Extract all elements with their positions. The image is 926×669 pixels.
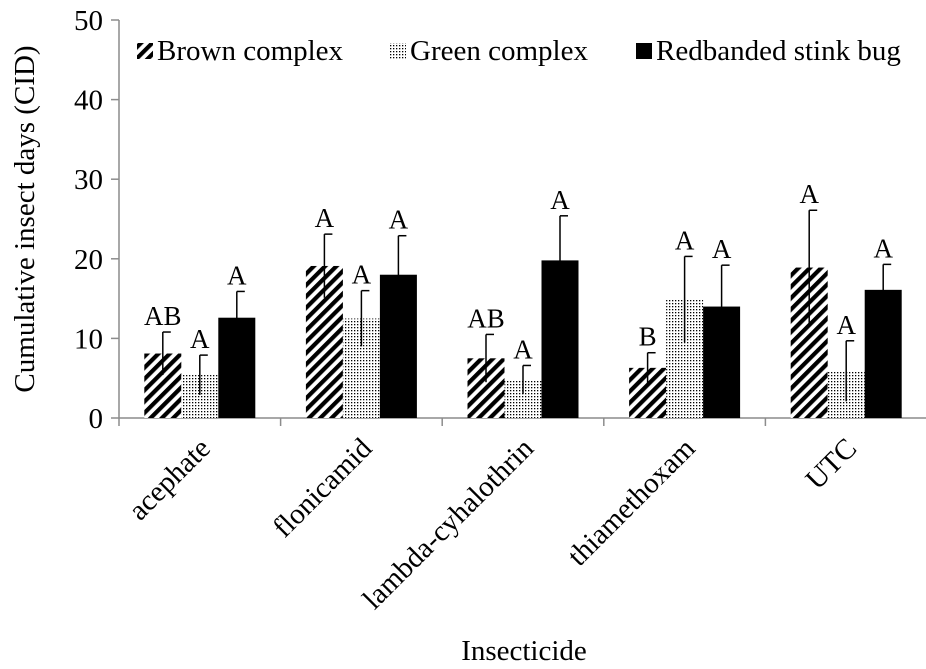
legend-item: Green complex (390, 35, 588, 67)
significance-letter: B (639, 322, 657, 352)
error-bar (646, 351, 656, 383)
significance-letter: A (675, 225, 695, 255)
x-ticks (118, 418, 767, 426)
significance-letter: A (550, 185, 570, 215)
significance-letter: A (315, 203, 335, 233)
error-bar (683, 255, 693, 343)
error-bar (397, 234, 407, 314)
significance-letter: A (513, 334, 533, 364)
legend-item: Redbanded stink bug (636, 35, 901, 67)
y-axis-title: Cumulative insect days (CID) (9, 45, 41, 392)
category-label: acephate (122, 432, 216, 526)
error-bar (882, 263, 892, 316)
significance-letter: A (873, 233, 893, 263)
y-tick-label: 0 (89, 403, 104, 435)
bars (144, 260, 902, 418)
significance-letter: AB (467, 303, 505, 333)
legend-swatch (636, 43, 652, 59)
error-bar (199, 354, 208, 395)
significance-letter: A (799, 179, 819, 209)
error-bar (323, 233, 333, 298)
y-tick-label: 30 (74, 164, 103, 196)
significance-letter: A (712, 234, 732, 264)
error-bar (485, 333, 494, 383)
significance-letter: A (227, 260, 247, 290)
error-bar (559, 215, 568, 305)
legend-label: Green complex (410, 35, 588, 67)
y-ticks: 0 10 20 30 40 50 (74, 5, 119, 435)
significance-letter: A (389, 205, 409, 235)
significance-letter: A (836, 310, 856, 340)
significance-letter: A (352, 260, 372, 290)
legend-swatch (390, 43, 406, 59)
category-label: lambda-cyhalothrin (357, 432, 541, 616)
legend: Brown complex Green complex Redbanded stin… (137, 35, 901, 67)
category-label: flonicamid (267, 432, 379, 544)
legend-swatch (137, 43, 153, 59)
y-tick-label: 20 (74, 244, 103, 276)
x-axis-title: Insecticide (461, 635, 587, 667)
legend-label: Redbanded stink bug (656, 35, 901, 67)
error-bar (522, 364, 531, 395)
legend-label: Brown complex (157, 35, 344, 67)
legend-item: Brown complex (137, 35, 344, 67)
significance-letter: AB (144, 301, 182, 331)
error-bar (808, 209, 818, 325)
error-bar (360, 289, 370, 347)
y-tick-label: 10 (74, 323, 103, 355)
error-bar (720, 264, 730, 348)
category-label: thiamethoxam (562, 432, 702, 572)
error-bar (162, 331, 171, 376)
y-tick-label: 50 (74, 5, 103, 37)
error-bars (162, 209, 892, 402)
error-bar (236, 290, 245, 344)
category-label: UTC (800, 432, 864, 496)
error-bar (845, 340, 855, 402)
y-tick-label: 40 (74, 85, 103, 117)
significance-letter: A (190, 324, 210, 354)
